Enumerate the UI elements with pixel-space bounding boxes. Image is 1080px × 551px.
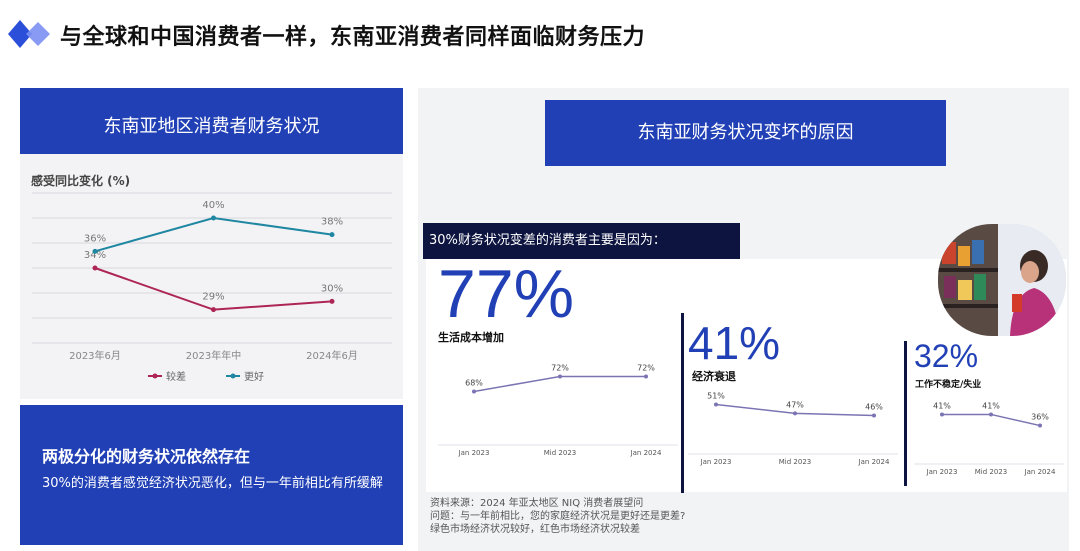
trend-line <box>473 375 646 393</box>
summary-text: 30%的消费者感觉经济状况恶化，但与一年前相比有所缓解 <box>42 476 383 491</box>
summary-title: 两极分化的财务状况依然存在 <box>42 447 251 466</box>
trend-value-label: 41% <box>982 401 1000 410</box>
reason-percent: 77% <box>438 256 575 332</box>
left-banner: 东南亚地区消费者财务状况 <box>20 88 403 154</box>
trend-point <box>872 413 876 418</box>
reason-label: 生活成本增加 <box>438 331 504 344</box>
x-tick-label: Jan 2023 <box>926 468 958 476</box>
financial-status-line-chart: 2023年6月 2023年年中 2024年6月 34% 29% 30% 36% 40% 38% 较… <box>32 192 392 383</box>
reason-card-job-insecurity: 32% 工作不稳定/失业 41% 41% 36% Jan 2023 Mid 2023 Ja… <box>914 340 1064 490</box>
reason-trend-chart: 68% 72% 72% Jan 2023 Mid 2023 Jan 2024 <box>438 364 678 457</box>
reason-card-recession: 41% 经济衰退 51% 47% 46% Jan 2023 Mid 2023 Jan 20… <box>688 318 898 478</box>
x-tick-label: Mid 2023 <box>544 449 576 457</box>
page-title: 与全球和中国消费者一样，东南亚消费者同样面临财务压力 <box>60 25 646 50</box>
reason-card-cost-of-living: 77% 生活成本增加 68% 72% 72% Jan 2023 Mid 2023 Jan … <box>438 256 678 476</box>
x-tick-label: Mid 2023 <box>779 458 811 466</box>
trend-value-label: 47% <box>786 400 804 409</box>
x-tick-label: 2023年年中 <box>186 349 241 362</box>
source-line: 绿色市场经济状况较好，红色市场经济状况较差 <box>430 524 640 535</box>
x-tick-label: Jan 2024 <box>1024 468 1056 476</box>
reason-trend-chart: 51% 47% 46% Jan 2023 Mid 2023 Jan 2024 <box>688 391 898 466</box>
x-tick-label: Jan 2024 <box>630 449 662 457</box>
trend-value-label: 68% <box>465 379 483 388</box>
trend-value-label: 36% <box>1031 413 1049 422</box>
data-label: 34% <box>84 250 106 261</box>
reasons-banner: 东南亚财务状况变坏的原因 <box>545 100 946 166</box>
trend-point <box>558 374 562 379</box>
data-label: 36% <box>84 233 106 244</box>
data-label: 40% <box>202 200 224 211</box>
data-point <box>92 265 98 271</box>
reason-label: 经济衰退 <box>692 370 736 383</box>
legend-label: 更好 <box>244 371 264 383</box>
source-line: 资料来源：2024 年亚太地区 NIQ 消费者展望问 <box>430 498 644 509</box>
legend-marker <box>230 373 236 379</box>
shopper-photo <box>938 224 1066 336</box>
x-tick-label: 2024年6月 <box>306 349 358 362</box>
data-point <box>329 298 335 304</box>
x-tick-label: Jan 2023 <box>458 449 490 457</box>
trend-point <box>1038 423 1042 428</box>
series-line <box>94 216 333 253</box>
trend-point <box>644 374 648 379</box>
brand-diamond-logo <box>8 20 50 48</box>
x-tick-label: Jan 2023 <box>700 458 732 466</box>
series-line <box>94 267 333 311</box>
reason-label: 工作不稳定/失业 <box>915 380 982 390</box>
trend-value-label: 46% <box>865 403 883 412</box>
x-tick-label: Mid 2023 <box>975 468 1007 476</box>
legend-marker <box>152 373 158 379</box>
data-label: 30% <box>321 283 343 294</box>
data-point <box>329 232 335 238</box>
trend-point <box>472 389 476 394</box>
divider-line-2 <box>904 341 907 486</box>
chart-y-label: 感受同比变化 (%) <box>31 174 131 188</box>
left-banner-title: 东南亚地区消费者财务状况 <box>103 116 320 137</box>
reason-percent: 32% <box>914 338 979 374</box>
trend-point <box>989 412 993 417</box>
source-line: 问题：与一年前相比，您的家庭经济状况是更好还是更差? <box>430 511 686 522</box>
reason-percent: 41% <box>688 317 781 369</box>
left-chart-panel: 东南亚地区消费者财务状况 感受同比变化 (%) 2023年6月 2023年年中 20… <box>20 88 403 399</box>
reasons-header: 30%财务状况变差的消费者主要是因为： <box>423 223 740 259</box>
reason-trend-chart: 41% 41% 36% Jan 2023 Mid 2023 Jan 2024 <box>914 401 1064 476</box>
data-label: 38% <box>321 217 343 228</box>
trend-point <box>714 402 718 407</box>
x-tick-label: Jan 2024 <box>858 458 890 466</box>
x-tick-label: 2023年6月 <box>69 349 121 362</box>
summary-box: 两极分化的财务状况依然存在 30%的消费者感觉经济状况恶化，但与一年前相比有所缓… <box>20 405 403 545</box>
trend-value-label: 72% <box>551 364 569 373</box>
data-point <box>92 248 98 254</box>
trend-value-label: 41% <box>933 401 951 410</box>
reasons-panel: 东南亚财务状况变坏的原因 30%财务状况变差的消费者主要是因为： 77% 生活成… <box>418 88 1069 551</box>
data-point <box>211 307 216 313</box>
source-note: 资料来源：2024 年亚太地区 NIQ 消费者展望问 问题：与一年前相比，您的家… <box>430 497 685 536</box>
data-point <box>211 215 216 221</box>
trend-point <box>793 411 797 416</box>
trend-point <box>940 412 944 417</box>
trend-value-label: 72% <box>637 364 655 373</box>
data-label: 29% <box>202 292 224 303</box>
legend-label: 较差 <box>166 370 186 383</box>
divider-line-1 <box>681 313 684 493</box>
trend-value-label: 51% <box>707 391 725 400</box>
